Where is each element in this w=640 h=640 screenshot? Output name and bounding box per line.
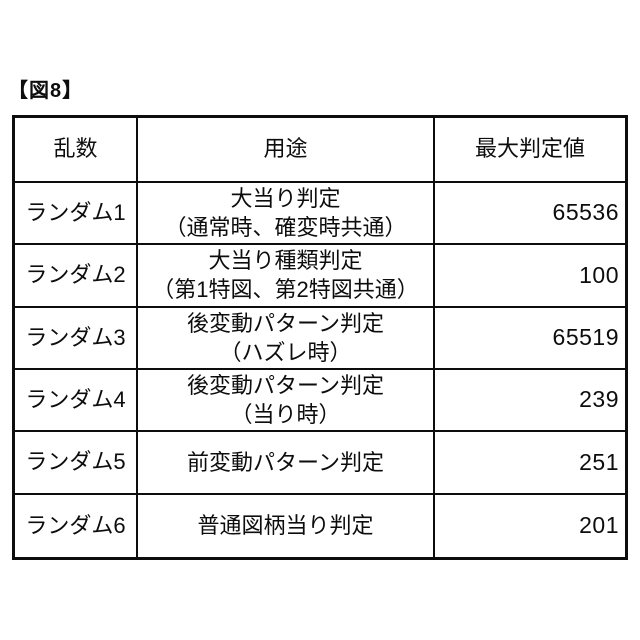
purpose-line-2: （第1特図、第2特図共通） bbox=[152, 277, 419, 303]
cell-max-value: 65536 bbox=[435, 183, 625, 246]
cell-random-name: ランダム3 bbox=[15, 307, 138, 370]
cell-random-name: ランダム2 bbox=[15, 245, 138, 308]
figure-label: 【図8】 bbox=[8, 80, 84, 102]
cell-max-value: 251 bbox=[435, 432, 625, 495]
cell-purpose: 前変動パターン判定 bbox=[138, 432, 435, 495]
purpose-line-1: 大当り判定 bbox=[230, 186, 341, 212]
header-cell-max-value: 最大判定値 bbox=[435, 118, 625, 183]
table-row: ランダム3 後変動パターン判定 （ハズレ時） 65519 bbox=[15, 307, 625, 370]
table-row: ランダム5 前変動パターン判定 251 bbox=[15, 432, 625, 495]
cell-max-value: 65519 bbox=[435, 308, 625, 370]
cell-purpose: 後変動パターン判定 （ハズレ時） bbox=[138, 307, 435, 370]
purpose-line-1: 後変動パターン判定 bbox=[187, 310, 384, 336]
random-number-table: 乱数 用途 最大判定値 ランダム1 大当り判定 （通常時、確変時共通） 6553… bbox=[12, 115, 628, 560]
cell-purpose: 後変動パターン判定 （当り時） bbox=[138, 369, 435, 433]
table-row: ランダム1 大当り判定 （通常時、確変時共通） 65536 bbox=[15, 183, 625, 246]
cell-max-value: 100 bbox=[435, 245, 625, 308]
cell-max-value: 201 bbox=[579, 511, 619, 538]
table-row: ランダム6 普通図柄当り判定 201 bbox=[15, 494, 625, 557]
cell-random-name: ランダム4 bbox=[15, 369, 138, 433]
header-cell-purpose: 用途 bbox=[138, 118, 435, 183]
purpose-line-2: （当り時） bbox=[230, 402, 341, 428]
cell-random-name: ランダム6 bbox=[15, 494, 138, 557]
cell-random-name: ランダム5 bbox=[15, 432, 138, 495]
cell-random-name: ランダム1 bbox=[15, 183, 138, 246]
purpose-line-2: （通常時、確変時共通） bbox=[164, 215, 407, 241]
cell-purpose: 大当り判定 （通常時、確変時共通） bbox=[138, 183, 435, 246]
purpose-line-1: 前変動パターン判定 bbox=[187, 449, 384, 475]
cell-purpose: 普通図柄当り判定 bbox=[138, 494, 435, 557]
table-row: ランダム2 大当り種類判定 （第1特図、第2特図共通） 100 bbox=[15, 245, 625, 308]
header-cell-random: 乱数 bbox=[15, 118, 138, 183]
cell-purpose: 大当り種類判定 （第1特図、第2特図共通） bbox=[138, 245, 435, 308]
purpose-line-1: 大当り種類判定 bbox=[208, 248, 363, 274]
cell-max-value: 239 bbox=[435, 370, 625, 433]
purpose-line-1: 普通図柄当り判定 bbox=[197, 513, 374, 539]
purpose-line-2: （ハズレ時） bbox=[219, 339, 352, 365]
table-row: ランダム4 後変動パターン判定 （当り時） 239 bbox=[15, 369, 625, 433]
purpose-line-1: 後変動パターン判定 bbox=[187, 373, 384, 399]
table-header-row: 乱数 用途 最大判定値 bbox=[15, 118, 625, 183]
